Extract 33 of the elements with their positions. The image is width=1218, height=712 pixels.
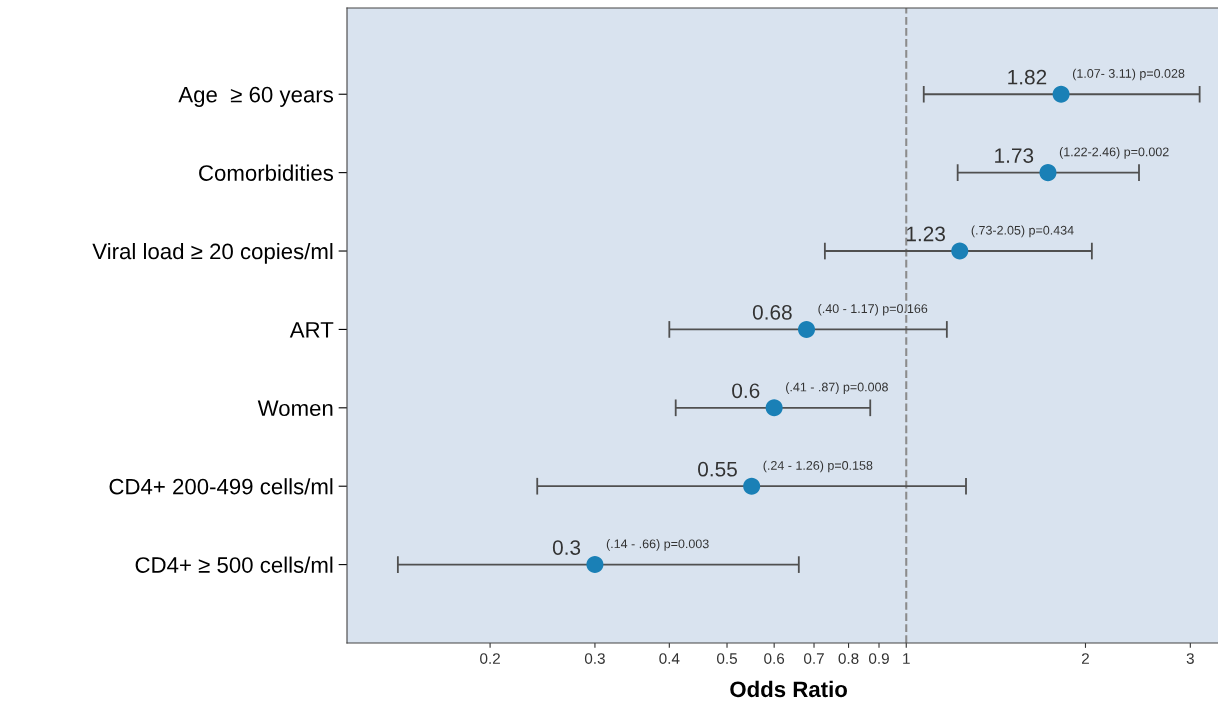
x-axis-title: Odds Ratio <box>730 680 847 698</box>
x-tick-label: 0.6 <box>764 653 785 664</box>
x-tick-label: 0.5 <box>717 653 737 664</box>
x-tick-label: 0.4 <box>659 653 680 664</box>
y-tick-label: CD4+ 200-499 cells/ml <box>109 478 333 495</box>
x-tick-label: 0.7 <box>804 653 824 664</box>
annotation: (.73-2.05) p=0.434 <box>971 225 1074 238</box>
data-label: 1.23 <box>906 226 945 242</box>
data-label: 0.68 <box>752 304 792 320</box>
y-tick-label: ART <box>289 322 334 338</box>
annotation: (.41 - .87) p=0.008 <box>786 382 888 394</box>
annotation: (1.22-2.46) p=0.002 <box>1059 147 1169 159</box>
annotation: (.40 - 1.17) p=0.166 <box>818 303 928 316</box>
annotation: (1.07- 3.11) p=0.028 <box>1072 68 1185 81</box>
data-label: 1.82 <box>1008 69 1047 85</box>
annotation: (.14 - .66) p=0.003 <box>606 539 709 551</box>
y-tick-label: Women <box>257 400 333 417</box>
data-label: 0.6 <box>732 383 760 399</box>
y-tick-label: Viral load ≥ 20 copies/ml <box>92 242 333 264</box>
data-label: 1.73 <box>995 148 1034 163</box>
x-tick-label: 0.9 <box>868 653 889 664</box>
y-tick-label: Comorbidities <box>199 164 334 181</box>
y-tick-label: CD4+ ≥ 500 cells/ml <box>135 556 333 573</box>
x-tick-label: 2 <box>1082 653 1089 664</box>
x-tick-label: 3 <box>1186 653 1194 664</box>
x-tick-label: 0.2 <box>480 653 500 664</box>
y-tick-label: Age ≥ 60 years <box>178 86 334 107</box>
x-tick-label: 0.8 <box>838 653 859 664</box>
x-tick-label: 0.3 <box>584 653 605 664</box>
x-tick-label: 1 <box>903 653 910 664</box>
annotation: (.24 - 1.26) p=0.158 <box>763 460 873 473</box>
data-label: 0.55 <box>698 461 737 477</box>
data-label: 0.3 <box>552 540 581 555</box>
